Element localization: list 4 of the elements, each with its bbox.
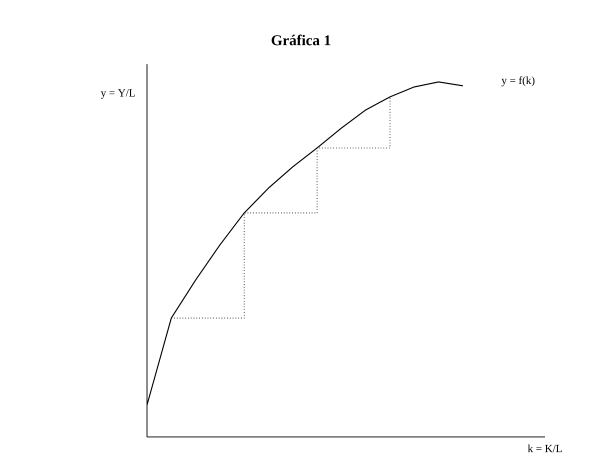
chart-title: Gráfica 1	[272, 34, 330, 46]
text: y = f(k)	[502, 76, 534, 86]
x-axis-title: k = K/L	[528, 444, 562, 452]
y-axis-title: y = Y/L	[100, 89, 135, 99]
